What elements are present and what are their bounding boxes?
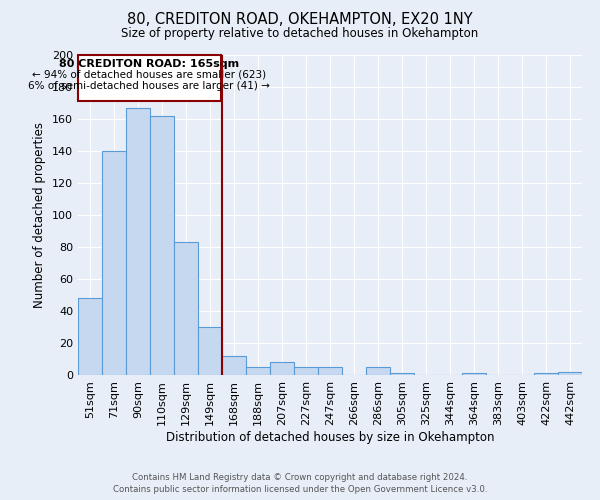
Bar [198,327,222,375]
Bar [78,298,102,375]
Text: 6% of semi-detached houses are larger (41) →: 6% of semi-detached houses are larger (4… [28,80,271,90]
Bar [390,374,414,375]
Bar [102,151,126,375]
Bar [366,367,390,375]
Y-axis label: Number of detached properties: Number of detached properties [34,122,46,308]
Bar [246,367,270,375]
Bar [222,356,246,375]
Text: 80 CREDITON ROAD: 165sqm: 80 CREDITON ROAD: 165sqm [59,59,239,69]
Text: Contains HM Land Registry data © Crown copyright and database right 2024.
Contai: Contains HM Land Registry data © Crown c… [113,472,487,494]
X-axis label: Distribution of detached houses by size in Okehampton: Distribution of detached houses by size … [166,430,494,444]
Bar [126,108,150,375]
Text: 80, CREDITON ROAD, OKEHAMPTON, EX20 1NY: 80, CREDITON ROAD, OKEHAMPTON, EX20 1NY [127,12,473,28]
Bar [318,367,342,375]
Bar [462,374,486,375]
Bar [534,374,558,375]
Text: Size of property relative to detached houses in Okehampton: Size of property relative to detached ho… [121,28,479,40]
Bar [294,367,318,375]
Bar [558,372,582,375]
Text: ← 94% of detached houses are smaller (623): ← 94% of detached houses are smaller (62… [32,70,266,80]
Bar [78,55,221,102]
Bar [174,242,198,375]
Bar [270,362,294,375]
Bar [150,116,174,375]
